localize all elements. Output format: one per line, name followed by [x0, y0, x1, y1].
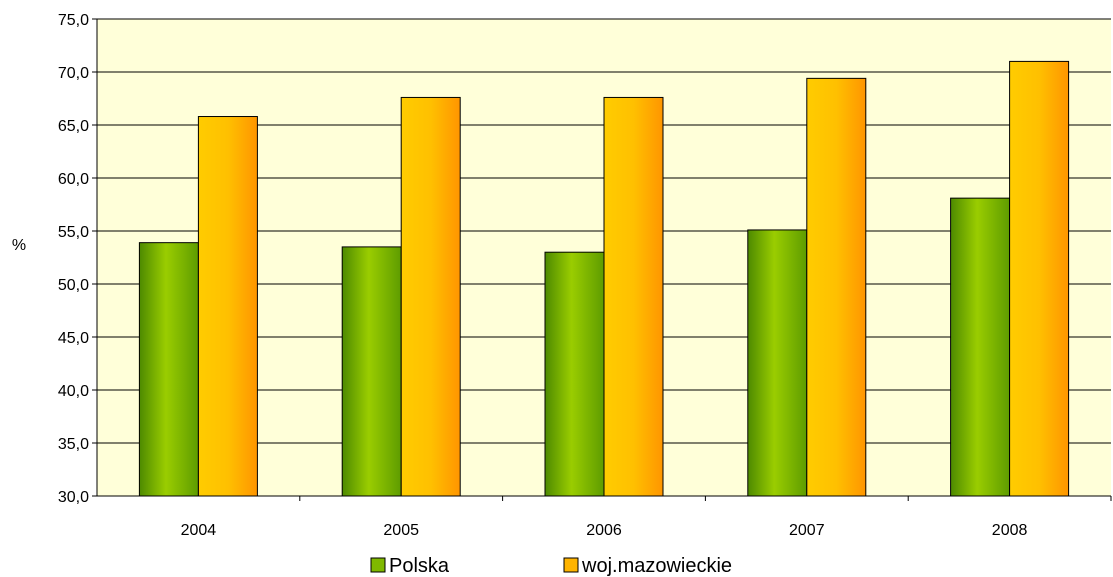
x-tick-label: 2004: [181, 522, 217, 539]
y-tick-label: 70,0: [58, 65, 89, 82]
bar-mazowieckie-2004: [197, 116, 258, 497]
legend: Polska woj.mazowieckie: [370, 555, 732, 577]
axes: [96, 19, 1112, 501]
y-tick-label: 75,0: [58, 12, 89, 29]
y-tick-label: 65,0: [58, 118, 89, 135]
bar-polska-2005: [341, 246, 402, 497]
legend-label-mazowieckie: woj.mazowieckie: [581, 555, 732, 577]
x-tick-label: 2008: [992, 522, 1028, 539]
x-tick-labels: 2004 2005 2006 2007 2008: [181, 522, 1028, 539]
x-tick-label: 2007: [789, 522, 825, 539]
y-tick-label: 40,0: [58, 383, 89, 400]
y-axis-title: %: [12, 237, 26, 254]
bar-polska-2004: [138, 242, 199, 497]
bar-polska-2007: [747, 229, 808, 497]
legend-label-polska: Polska: [389, 555, 450, 577]
legend-swatch-mazowieckie: [563, 557, 579, 573]
y-tick-labels: 30,0 35,0 40,0 45,0 50,0 55,0 60,0 65,0 70,0 75,0: [58, 12, 89, 506]
bars: [138, 60, 1070, 497]
bar-polska-2006: [544, 251, 605, 497]
y-tick-label: 50,0: [58, 277, 89, 294]
bar-mazowieckie-2005: [400, 96, 461, 497]
x-tick-label: 2006: [586, 522, 622, 539]
bar-mazowieckie-2008: [1009, 60, 1070, 497]
x-tick-label: 2005: [383, 522, 419, 539]
y-tick-label: 60,0: [58, 171, 89, 188]
bar-polska-2008: [950, 197, 1011, 497]
bar-mazowieckie-2007: [806, 77, 867, 497]
y-tick-label: 35,0: [58, 436, 89, 453]
y-tick-label: 45,0: [58, 330, 89, 347]
y-tick-label: 55,0: [58, 224, 89, 241]
legend-swatch-polska: [370, 557, 386, 573]
y-tick-label: 30,0: [58, 489, 89, 506]
bar-mazowieckie-2006: [603, 96, 664, 497]
